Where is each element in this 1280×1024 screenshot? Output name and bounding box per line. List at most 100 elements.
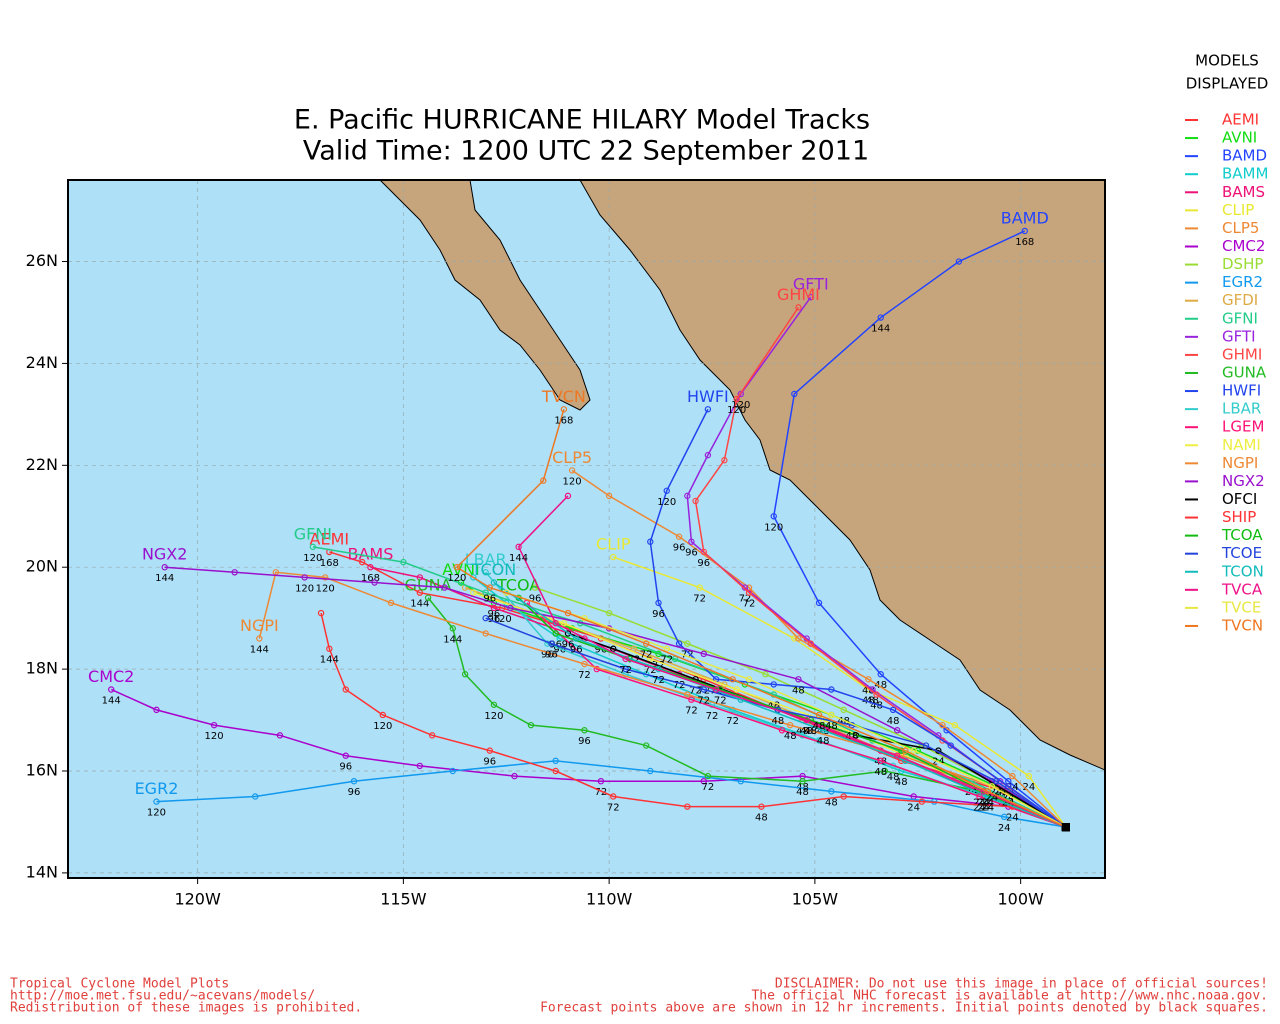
forecast-point [675,640,683,647]
forecast-point [367,564,374,571]
forecast-point [893,727,901,734]
initial-point [1061,823,1070,832]
title: E. Pacific HURRICANE HILARY Model Tracks [294,105,870,136]
hour-label: 48 [874,680,887,691]
model-track [110,688,1067,828]
hour-label: 120 [731,400,750,411]
hour-label: 72 [578,670,591,681]
hour-label: 24 [981,797,994,808]
legend-entry: TCON [1221,562,1264,580]
forecast-point [573,635,580,642]
forecast-point [889,706,897,714]
hour-label: 48 [887,772,900,783]
hour-label: 72 [739,594,752,605]
hour-label: 120 [563,476,582,487]
forecast-point [605,492,613,500]
forecast-point [684,803,691,810]
forecast-point [815,711,823,719]
hour-label: 48 [792,685,805,696]
legend-entry: NGPI [1222,454,1258,472]
hour-label: 120 [147,808,166,819]
track-name: AEMI [310,529,350,548]
hour-label: 72 [689,685,702,696]
forecast-point [231,569,238,576]
hour-label: 72 [743,599,756,610]
forecast-point [733,686,740,693]
forecast-point [486,584,493,591]
forecast-point [688,696,695,703]
forecast-point [692,497,699,505]
track-name: NGPI [240,616,279,635]
forecast-point [276,732,284,739]
forecast-point [527,721,535,729]
forecast-point [416,589,424,596]
forecast-point [210,721,218,729]
x-tick-label: 100W [997,890,1044,909]
forecast-point [939,721,946,729]
footer-note: Tropical Cyclone Model Plots [10,977,229,992]
model-track [156,760,1067,828]
hour-label: 96 [578,736,591,747]
hour-label: 120 [727,405,746,416]
forecast-point [803,716,810,724]
hour-label: 144 [155,573,174,584]
hour-label: 72 [660,655,673,666]
hour-label: 24 [1006,782,1019,793]
forecast-point [807,640,814,647]
hour-label: 96 [339,762,352,773]
hour-label: 24 [973,797,986,808]
forecast-point [700,777,707,785]
model-track [571,469,1067,828]
forecast-point [675,533,683,540]
forecast-point [309,543,317,551]
hour-label: 120 [205,731,224,742]
hour-label: 72 [697,695,710,706]
hour-label: 24 [1006,813,1019,824]
forecast-point [301,574,308,581]
forecast-point [745,589,753,596]
forecast-point [704,772,712,780]
legend-entry: CLIP [1222,201,1254,219]
hour-label: 120 [373,721,392,732]
forecast-point [359,558,366,566]
legend-entry: CLP5 [1222,219,1259,237]
legend-entry: BAMM [1222,165,1268,183]
forecast-point [564,609,572,617]
forecast-point [515,543,522,551]
legend-entry: TCOE [1221,544,1262,562]
hour-label: 120 [316,583,335,594]
baja-peninsula [379,180,591,411]
forecast-point [865,676,872,683]
y-tick-label: 22N [26,455,58,474]
forecast-point [852,732,860,739]
hour-label: 96 [652,609,665,620]
forecast-point [721,457,728,464]
forecast-point [597,777,605,785]
hour-label: 96 [348,787,361,798]
mainland [579,180,1105,771]
track-name: HWFI [687,387,729,406]
forecast-point [910,747,917,754]
forecast-point [786,721,794,729]
legend-entry: TVCE [1221,598,1261,616]
hour-label: 24 [981,802,994,813]
legend-title: DISPLAYED [1186,75,1269,93]
forecast-point [470,589,477,596]
forecast-point [342,752,349,759]
y-tick-label: 16N [26,761,58,780]
hour-label: 24 [990,787,1003,798]
forecast-point [770,681,777,688]
forecast-point [564,630,572,637]
legend-entry: AVNI [1222,129,1257,147]
model-track [493,581,1067,828]
hour-label: 96 [570,645,583,656]
legend-entry: GUNA [1222,363,1267,381]
forecast-point [770,513,777,520]
hour-label: 96 [562,639,575,650]
hour-label: 48 [771,716,784,727]
track-name: NGX2 [142,545,188,564]
forecast-point [482,569,489,576]
hour-label: 96 [541,650,554,661]
forecast-point [795,304,802,311]
